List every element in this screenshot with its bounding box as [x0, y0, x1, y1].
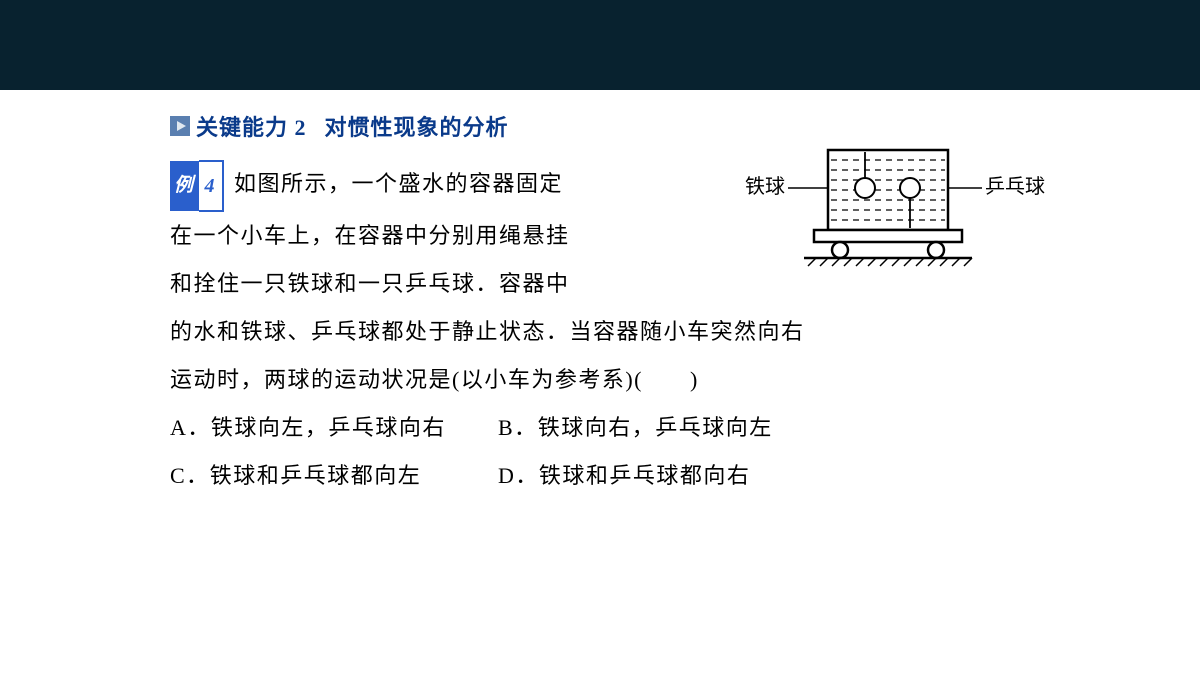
pingpong-ball-icon: [900, 178, 920, 198]
iron-ball-icon: [855, 178, 875, 198]
title-text: 对惯性现象的分析: [325, 110, 509, 142]
wheel-right-icon: [928, 242, 944, 258]
option-D-text: 铁球和乒乓球都向右: [539, 463, 751, 488]
option-C: C．铁球和乒乓球都向左: [170, 452, 470, 500]
option-C-text: 铁球和乒乓球都向左: [210, 463, 422, 488]
content-area: 关键能力 2 对惯性现象的分析 例 4 如图所示，一个盛水的容器固定 在一个小车…: [0, 90, 1200, 500]
title-prefix: 关键能力 2: [196, 110, 307, 142]
option-B: B．铁球向右，乒乓球向左: [498, 404, 798, 452]
header-band: [0, 0, 1200, 90]
wheel-left-icon: [832, 242, 848, 258]
label-pingpong-ball: 乒乓球: [985, 175, 1045, 198]
diagram-svg: 铁球 乒乓球: [730, 138, 1050, 278]
options-block: A．铁球向左，乒乓球向右 B．铁球向右，乒乓球向左 C．铁球和乒乓球都向左 D．…: [170, 404, 1060, 500]
label-iron-ball: 铁球: [745, 175, 785, 198]
option-A-text: 铁球向左，乒乓球向右: [211, 415, 446, 440]
badge-left: 例: [170, 161, 199, 211]
play-icon: [170, 116, 190, 136]
option-D-label: D．: [498, 463, 539, 488]
option-A-label: A．: [170, 415, 211, 440]
badge-right: 4: [199, 160, 225, 212]
cart-body: [814, 230, 962, 242]
problem-line-4: 的水和铁球、乒乓球都处于静止状态．当容器随小车突然向右: [170, 308, 1060, 356]
option-A: A．铁球向左，乒乓球向右: [170, 404, 470, 452]
physics-diagram: 铁球 乒乓球: [730, 138, 1050, 283]
option-C-label: C．: [170, 463, 210, 488]
option-D: D．铁球和乒乓球都向右: [498, 452, 798, 500]
problem-line-3: 和拴住一只铁球和一只乒乓球．容器中: [170, 260, 650, 308]
problem-line-1: 如图所示，一个盛水的容器固定: [234, 171, 563, 196]
option-B-text: 铁球向右，乒乓球向左: [538, 415, 773, 440]
problem-line-2: 在一个小车上，在容器中分别用绳悬挂: [170, 212, 650, 260]
option-B-label: B．: [498, 415, 538, 440]
example-badge: 例 4: [170, 160, 224, 212]
problem-line-5: 运动时，两球的运动状况是(以小车为参考系)( ): [170, 356, 1060, 404]
